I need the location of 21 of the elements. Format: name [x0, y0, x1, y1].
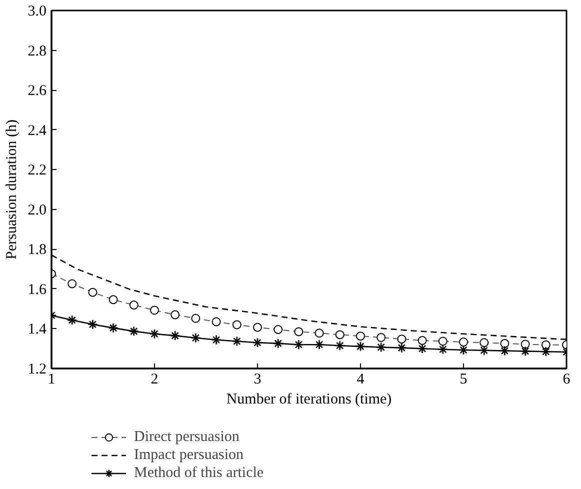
- legend-label: Direct persuasion: [134, 428, 240, 446]
- x-tick-label: 1: [48, 372, 56, 388]
- y-tick-label: 1.8: [28, 242, 46, 258]
- legend-label: Impact persuasion: [134, 446, 244, 464]
- y-tick-label: 2.0: [28, 202, 46, 218]
- x-tick-label: 3: [254, 372, 262, 388]
- y-tick-label: 2.6: [28, 83, 47, 100]
- x-axis-title: Number of iterations (time): [226, 392, 392, 408]
- y-tick-label: 2.2: [28, 162, 46, 179]
- y-tick-label: 1.4: [28, 322, 47, 338]
- y-tick-label: 3.0: [28, 4, 46, 20]
- x-tick-label: 2: [150, 372, 158, 388]
- legend-label: Method of this article: [134, 464, 264, 482]
- x-tick-label: 6: [562, 372, 571, 388]
- y-tick-label: 1.2: [28, 362, 46, 378]
- y-tick-label: 2.4: [28, 122, 47, 139]
- y-tick-label: 1.6: [28, 282, 47, 298]
- x-tick-label: 5: [460, 372, 468, 388]
- x-tick-label: 4: [356, 372, 365, 388]
- y-tick-label: 2.8: [28, 43, 46, 60]
- y-axis-title: Persuasion duration (h): [4, 120, 20, 260]
